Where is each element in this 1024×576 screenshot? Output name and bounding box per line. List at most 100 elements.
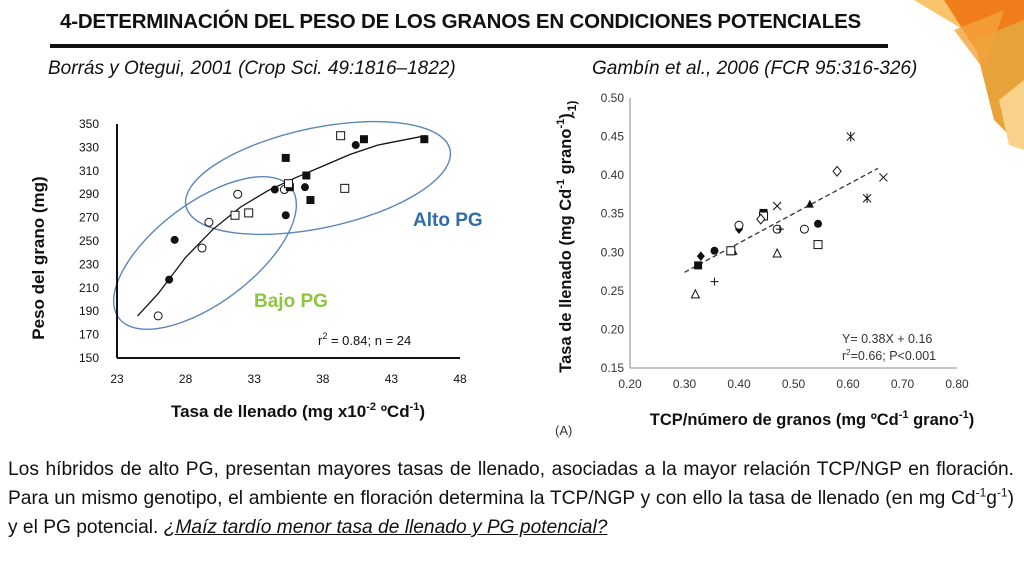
right-x-axis-label: TCP/número de granos (mg ºCd-1 grano-1) [650,409,974,429]
right-panel-label: (A) [555,423,572,438]
right-point-filled-square [694,261,703,270]
right-point-cross [772,201,782,211]
right-x-tick-label: 0.20 [618,377,642,391]
left-x-tick-label: 43 [385,372,399,386]
left-trend-line [137,135,426,317]
right-y-axis-label: Tasa de llenado (mg Cd-1 grano-1) [555,113,575,372]
left-y-tick-label: 310 [79,164,99,178]
right-x-tick-labels: 0.20 0.30 0.40 0.50 0.60 0.70 0.80 [618,377,969,391]
left-point-open-square [230,210,240,220]
left-point-filled-square [302,171,311,180]
left-y-axis-label: Peso del grano (mg) [29,176,48,339]
right-point-filled-triangle [805,199,814,208]
right-y-axis-label-fragment: -1) [565,101,579,116]
summary-paragraph: Los híbridos de alto PG, presentan mayor… [8,459,1014,538]
charts-canvas: 150 170 190 210 230 250 270 290 310 330 350 23 28 33… [29,91,974,438]
right-point-open-triangle [772,247,782,258]
ellipse-alto-pg [184,120,452,236]
left-x-tick-labels: 23 28 33 38 43 48 [110,372,467,386]
slide-title: 4-DETERMINACIÓN DEL PESO DE LOS GRANOS E… [60,10,862,33]
right-y-tick-labels: 0.15 0.20 0.25 0.30 0.35 0.40 0.45 0.50 [601,91,625,375]
right-y-tick-label: 0.20 [601,322,625,336]
left-y-tick-label: 290 [79,187,99,201]
left-point-filled-circle [170,235,179,244]
right-point-open-square [726,246,736,256]
right-y-tick-label: 0.15 [601,361,625,375]
left-chart: 150 170 190 210 230 250 270 290 310 330 350 23 28 33… [29,117,483,421]
left-y-tick-label: 150 [79,351,99,365]
left-point-open-circle [204,217,214,227]
right-point-asterisk [862,193,872,204]
right-x-tick-label: 0.50 [782,377,806,391]
title-underline [50,44,888,48]
left-point-open-square [244,208,254,218]
left-point-filled-circle [351,141,360,150]
right-point-open-circle [734,220,744,230]
left-x-axis-label: Tasa de llenado (mg x10-2 ºCd-1) [171,401,425,421]
right-y-tick-label: 0.50 [601,91,625,105]
right-y-tick-label: 0.40 [601,168,625,182]
left-x-tick-label: 23 [110,372,124,386]
right-x-tick-label: 0.40 [727,377,751,391]
label-bajo-pg: Bajo PG [254,291,328,312]
right-point-filled-circle [710,246,719,255]
right-point-plus [775,225,784,234]
left-point-filled-circle [281,211,290,220]
left-point-open-circle [233,189,243,199]
right-point-plus [710,277,719,286]
left-y-tick-label: 330 [79,140,99,154]
right-point-filled-circle [814,219,823,228]
question-text: ¿Maíz tardío menor tasa de llenado y PG … [163,517,608,538]
left-point-filled-square [359,135,368,144]
left-point-open-square [336,131,346,141]
right-y-tick-label: 0.35 [601,207,625,221]
label-alto-pg: Alto PG [413,210,483,231]
right-stat-annotation: r2=0.66; P<0.001 [842,348,936,363]
right-point-open-circle [799,224,809,234]
right-x-tick-label: 0.30 [673,377,697,391]
left-x-tick-label: 38 [316,372,330,386]
left-y-tick-label: 190 [79,304,99,318]
right-point-open-triangle [690,288,701,299]
right-point-cross [879,173,888,182]
right-y-tick-label: 0.30 [601,245,625,259]
left-point-open-circle [197,243,207,253]
right-y-tick-label: 0.25 [601,284,625,298]
right-x-tick-label: 0.70 [891,377,915,391]
right-y-tick-label: 0.45 [601,130,625,144]
reference-left: Borrás y Otegui, 2001 (Crop Sci. 49:1816… [48,58,456,79]
right-point-open-square [813,240,823,250]
left-x-tick-label: 33 [248,372,262,386]
left-point-filled-circle [165,275,174,284]
right-point-asterisk [846,131,856,142]
decorative-corner-shapes [914,0,1024,150]
left-point-filled-square [306,196,315,205]
right-trend-line [684,167,879,273]
left-x-tick-label: 28 [179,372,193,386]
left-point-open-square [340,183,350,193]
left-y-tick-label: 270 [79,211,99,225]
right-point-filled-diamond [696,251,705,261]
right-x-tick-label: 0.60 [836,377,860,391]
left-point-filled-circle [300,183,309,192]
left-point-filled-square [281,153,290,162]
left-points [153,131,429,321]
left-y-tick-label: 210 [79,281,99,295]
right-equation: Y= 0.38X + 0.16 [842,332,932,346]
left-y-tick-label: 250 [79,234,99,248]
left-y-tick-labels: 150 170 190 210 230 250 270 290 310 330 350 [79,117,99,365]
left-stat-annotation: r2 = 0.84; n = 24 [318,331,411,348]
left-point-open-square [284,179,293,189]
right-chart: 0.15 0.20 0.25 0.30 0.35 0.40 0.45 0.50 0.20 0.3… [555,91,974,438]
reference-right: Gambín et al., 2006 (FCR 95:316-326) [592,58,918,79]
left-point-filled-circle [270,185,279,194]
left-y-tick-label: 230 [79,257,99,271]
left-point-filled-square [420,135,429,144]
left-y-tick-label: 170 [79,328,99,342]
left-y-tick-label: 350 [79,117,99,131]
right-points [690,131,888,299]
right-x-tick-label: 0.80 [945,377,969,391]
right-point-open-diamond [832,165,842,177]
left-x-tick-label: 48 [453,372,467,386]
right-point-open-diamond [756,213,766,225]
